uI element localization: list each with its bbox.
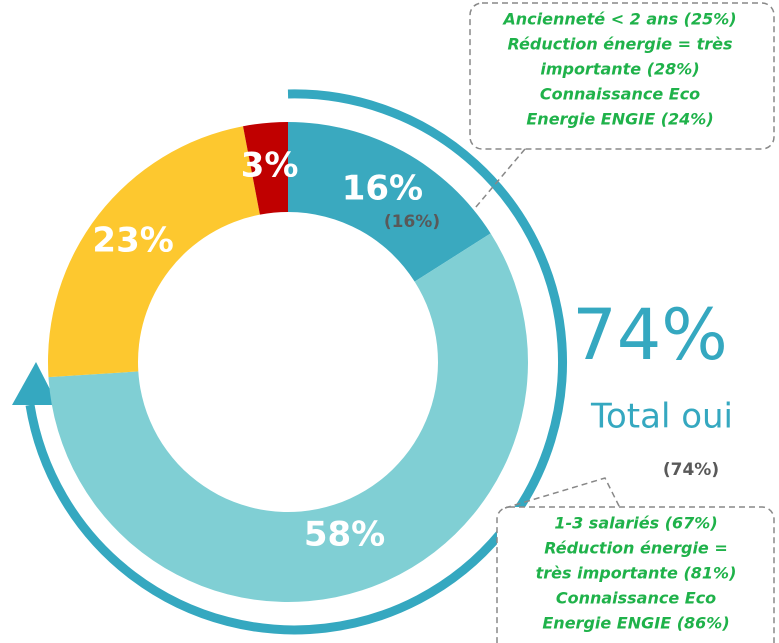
donut-segment [48,126,260,378]
callout-text: Energie ENGIE (24%) [526,110,713,129]
callout-text: 1-3 salariés (67%) [554,514,717,533]
segment-label: 3% [241,145,299,185]
callout-box [496,506,775,643]
callout-box [469,2,775,150]
callout-text: Connaissance Eco [540,85,700,104]
callout-pointer [504,477,621,509]
callout-text: Connaissance Eco [556,589,716,608]
donut-segment [288,122,491,282]
segment-label: 23% [92,220,173,260]
segment-label: 58% [304,515,385,555]
callout-text: Ancienneté < 2 ans (25%) [501,10,736,29]
total-note: (74%) [663,460,719,480]
callout-text: Energie ENGIE (86%) [542,614,729,633]
donut-segment [48,233,529,603]
donut [48,122,529,603]
arrow-head [12,362,58,405]
total-value: 74% [572,294,728,376]
total-label: Total oui [590,397,733,437]
segment-label: 16% [342,169,423,209]
sub-label: (16%) [384,212,440,232]
donut-segment [243,122,288,215]
callout-text: très importante (81%) [536,564,737,583]
callout-text: importante (28%) [540,60,699,79]
callout-text: Réduction énergie = [544,539,728,558]
callout-text: Réduction énergie = très [507,35,732,54]
